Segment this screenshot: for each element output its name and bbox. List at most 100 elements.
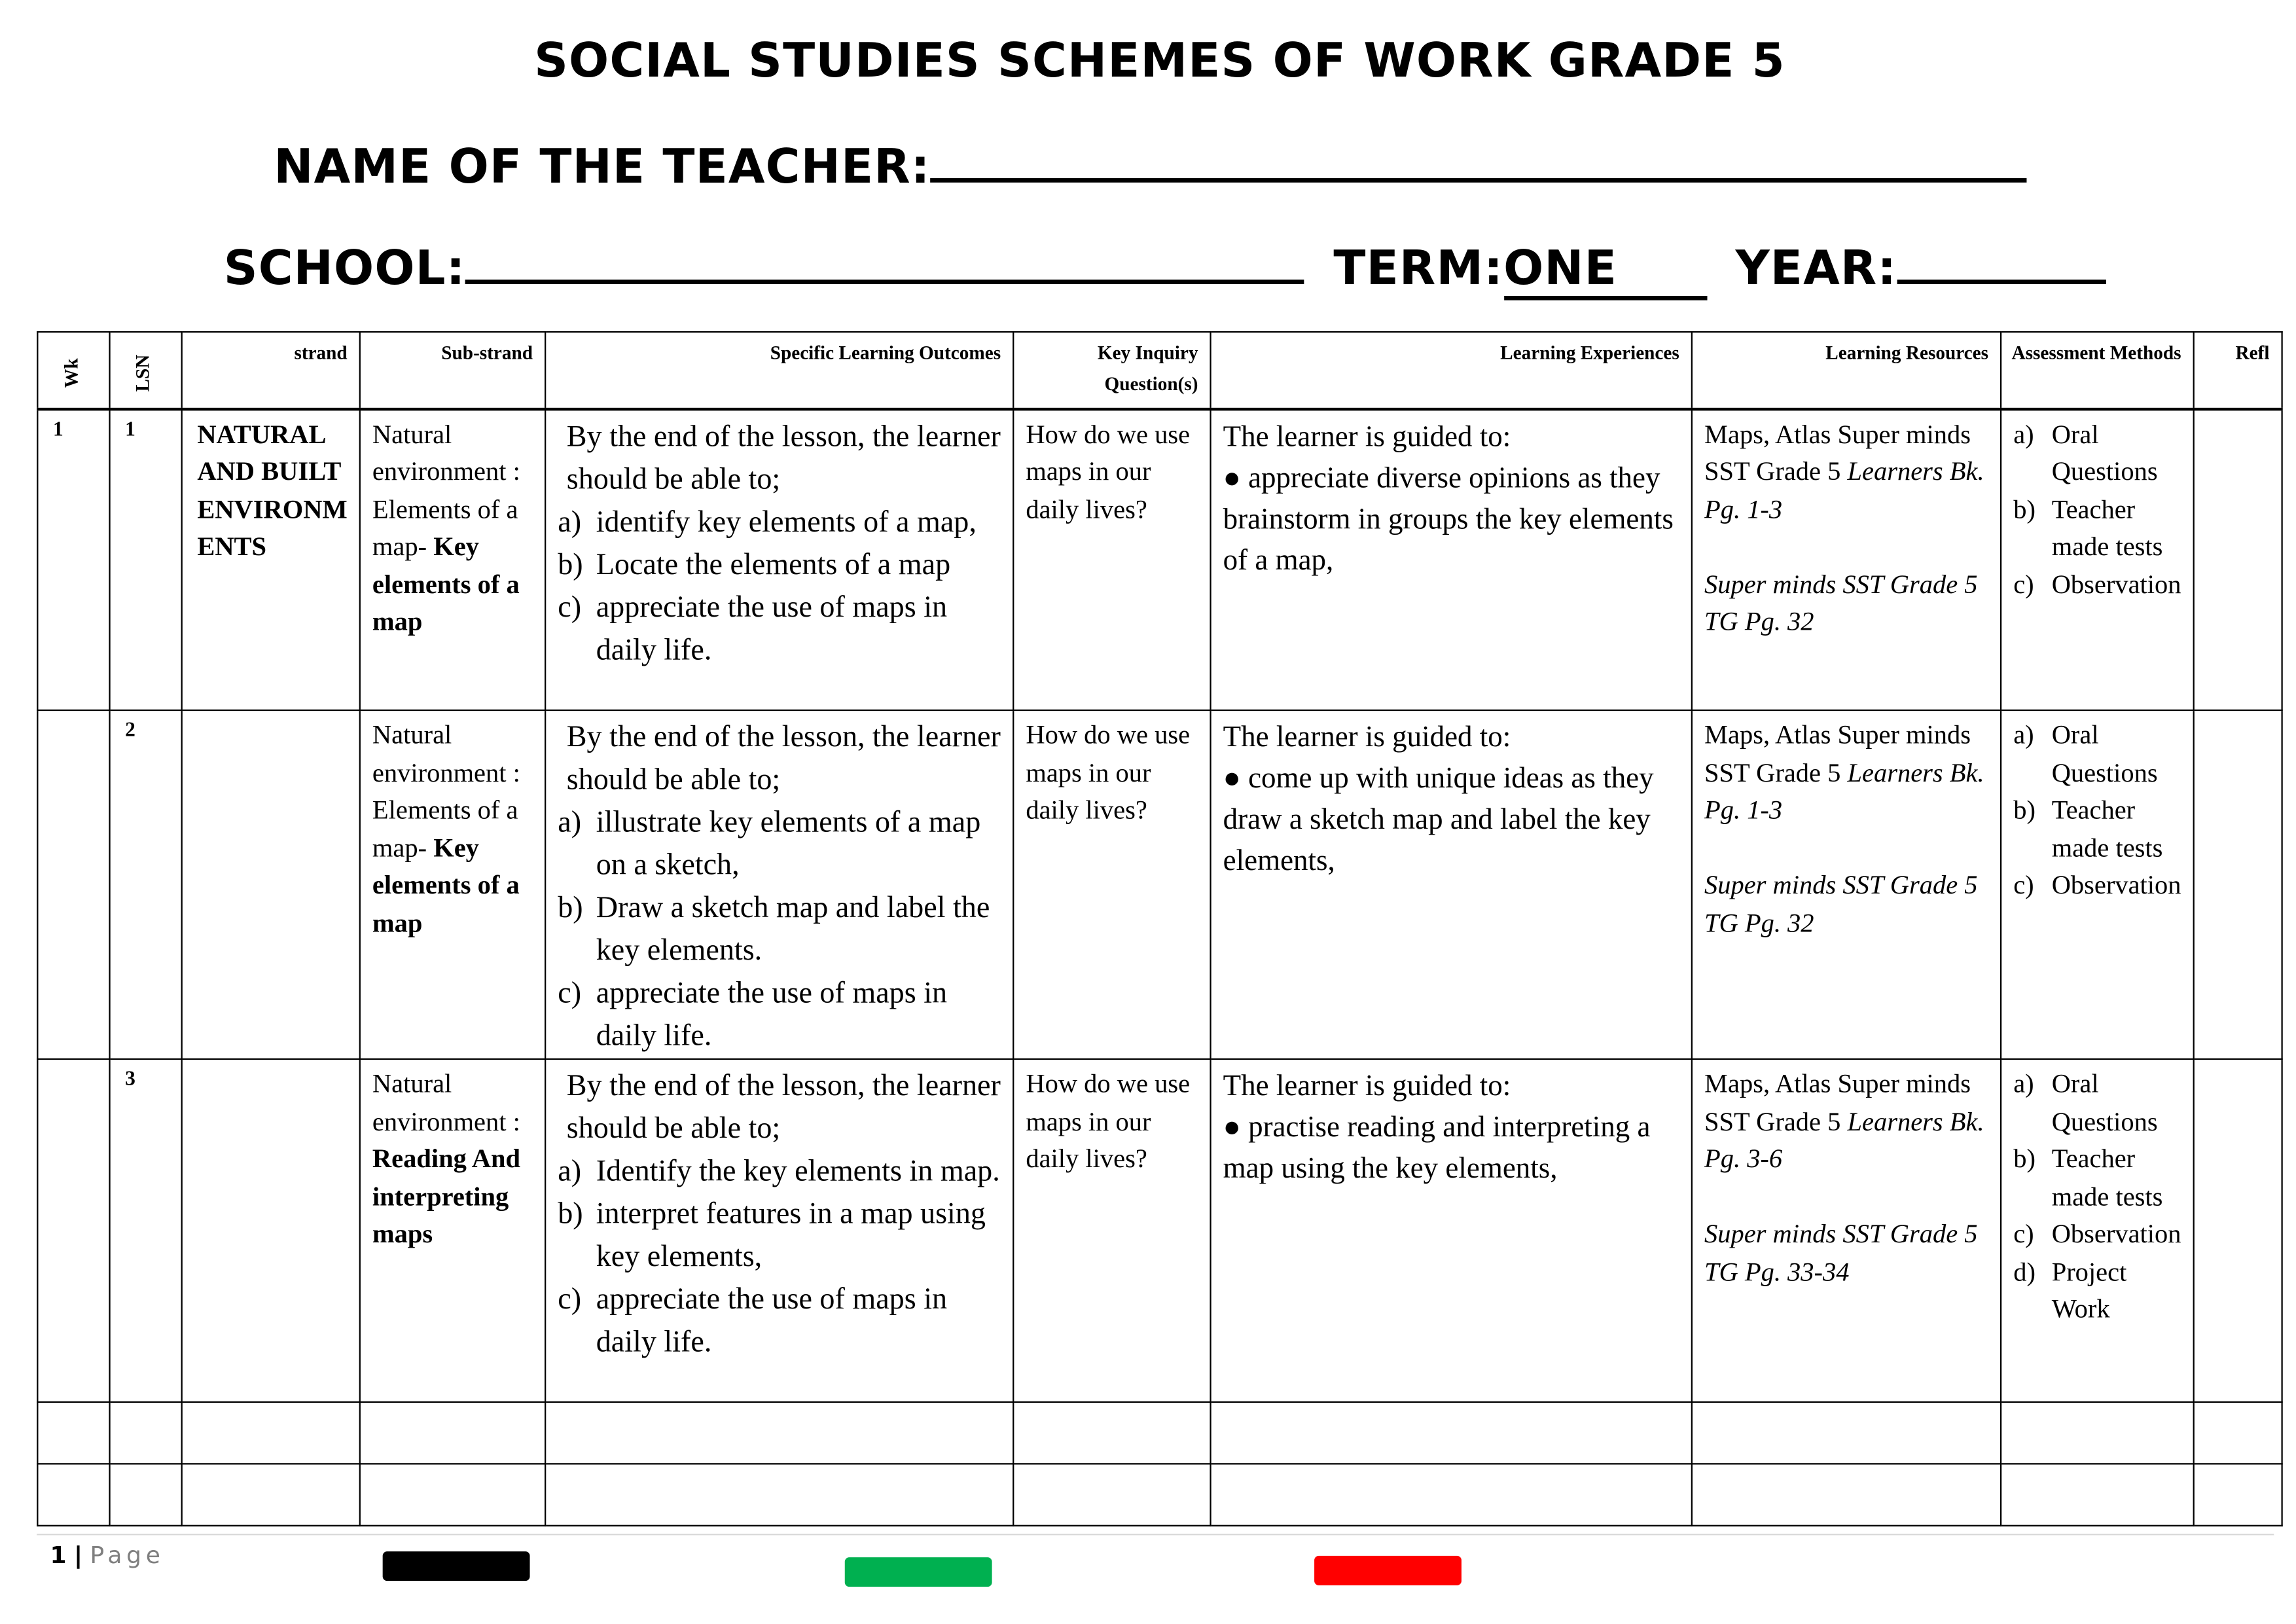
list-item: b) Locate the elements of a map xyxy=(558,548,951,581)
cell-outcomes: By the end of the lesson, the learner sh… xyxy=(545,709,1014,1060)
empty-cell[interactable] xyxy=(37,1401,111,1465)
school-label: SCHOOL: xyxy=(223,240,466,296)
cell-lsn: 3 xyxy=(109,1058,183,1403)
table-row: 3 Natural environment : Reading And inte… xyxy=(37,1058,2283,1403)
list-item: a) illustrate key elements of a map on a … xyxy=(558,806,981,882)
year-label: YEAR: xyxy=(1735,240,1897,296)
empty-cell[interactable] xyxy=(1013,1401,1211,1465)
col-sub-strand: Sub-strand xyxy=(359,331,547,410)
cell-assessment: a) Oral Questions b) Teacher made tests c) Ob… xyxy=(2000,709,2195,1060)
empty-cell[interactable] xyxy=(1013,1463,1211,1526)
col-wk: Wk xyxy=(37,331,111,410)
cell-resources: Maps, Atlas Super minds SST Grade 5 Lear… xyxy=(1691,709,2002,1060)
color-swatch-red xyxy=(1314,1555,1462,1585)
empty-cell[interactable] xyxy=(1210,1463,1693,1526)
empty-cell[interactable] xyxy=(109,1401,183,1465)
scheme-table: Wk LSN strand Sub-strand Specific Learni… xyxy=(37,331,2283,1526)
page-number: 1 | Page xyxy=(50,1541,165,1570)
cell-reflection[interactable] xyxy=(2193,1058,2283,1403)
cell-lsn: 2 xyxy=(109,709,183,1060)
cell-sub-strand: Natural environment : Reading And interp… xyxy=(359,1058,547,1403)
cell-experiences: The learner is guided to: ● come up with … xyxy=(1210,709,1693,1060)
col-resources: Learning Resources xyxy=(1691,331,2002,410)
empty-cell[interactable] xyxy=(109,1463,183,1526)
list-item: a) identify key elements of a map, xyxy=(558,505,977,538)
school-blank[interactable] xyxy=(465,236,1305,284)
list-item: c) appreciate the use of maps in daily li… xyxy=(558,590,948,666)
col-lsn: LSN xyxy=(109,331,183,410)
list-item: b) interpret features in a map using key … xyxy=(558,1198,986,1274)
cell-inquiry: How do we use maps in our daily lives? xyxy=(1013,709,1211,1060)
list-item: c) appreciate the use of maps in daily li… xyxy=(558,1283,948,1359)
col-experiences: Learning Experiences xyxy=(1210,331,1693,410)
teacher-name-line: NAME OF THE TEACHER: xyxy=(274,134,2027,194)
empty-row xyxy=(37,1401,2283,1465)
col-reflection: Refl xyxy=(2193,331,2283,410)
empty-cell[interactable] xyxy=(2193,1401,2283,1465)
list-item: c) appreciate the use of maps in daily li… xyxy=(558,977,948,1053)
cell-sub-strand: Natural environment : Elements of a map-… xyxy=(359,709,547,1060)
list-item: a) Oral Questions xyxy=(2013,418,2158,486)
cell-reflection[interactable] xyxy=(2193,407,2283,712)
list-item: b) Draw a sketch map and label the key el… xyxy=(558,892,990,967)
header-row: Wk LSN strand Sub-strand Specific Learni… xyxy=(37,331,2283,410)
list-item: c) Observation xyxy=(2013,869,2181,899)
list-item: a) Oral Questions xyxy=(2013,1068,2158,1136)
empty-cell[interactable] xyxy=(545,1463,1014,1526)
school-term-year-line: SCHOOL: TERM:ONE YEAR: xyxy=(224,236,2106,300)
list-item: a) Oral Questions xyxy=(2013,719,2158,787)
empty-cell[interactable] xyxy=(181,1463,361,1526)
cell-assessment: a) Oral Questions b) Teacher made tests c) Ob… xyxy=(2000,1058,2195,1403)
empty-cell[interactable] xyxy=(2193,1463,2283,1526)
cell-wk xyxy=(37,709,111,1060)
cell-strand xyxy=(181,1058,361,1403)
footer-divider xyxy=(37,1534,2274,1536)
empty-row xyxy=(37,1463,2283,1526)
list-item: b) Teacher made tests xyxy=(2013,1144,2163,1211)
list-item: d) Project Work xyxy=(2013,1256,2127,1324)
cell-inquiry: How do we use maps in our daily lives? xyxy=(1013,1058,1211,1403)
empty-cell[interactable] xyxy=(37,1463,111,1526)
cell-resources: Maps, Atlas Super minds SST Grade 5 Lear… xyxy=(1691,1058,2002,1403)
list-item: c) Observation xyxy=(2013,569,2181,599)
cell-reflection[interactable] xyxy=(2193,709,2283,1060)
term-label: TERM: xyxy=(1333,240,1504,296)
col-assessment: Assessment Methods xyxy=(2000,331,2195,410)
list-item: b) Teacher made tests xyxy=(2013,795,2163,862)
empty-cell[interactable] xyxy=(359,1463,547,1526)
table-row: 1 1 NATURAL AND BUILT ENVIRONM ENTS Natu… xyxy=(37,407,2283,712)
teacher-name-blank[interactable] xyxy=(930,134,2027,183)
empty-cell[interactable] xyxy=(545,1401,1014,1465)
empty-cell[interactable] xyxy=(359,1401,547,1465)
col-strand: strand xyxy=(181,331,361,410)
cell-sub-strand: Natural environment : Elements of a map-… xyxy=(359,407,547,712)
list-item: b) Teacher made tests xyxy=(2013,494,2163,561)
teacher-label: NAME OF THE TEACHER: xyxy=(274,138,931,194)
cell-assessment: a) Oral Questions b) Teacher made tests c) Ob… xyxy=(2000,407,2195,712)
cell-resources: Maps, Atlas Super minds SST Grade 5 Lear… xyxy=(1691,407,2002,712)
cell-experiences: The learner is guided to: ● appreciate di… xyxy=(1210,407,1693,712)
list-item: c) Observation xyxy=(2013,1218,2181,1248)
empty-cell[interactable] xyxy=(2000,1401,2195,1465)
empty-cell[interactable] xyxy=(181,1401,361,1465)
year-blank[interactable] xyxy=(1897,236,2106,284)
page-title: SOCIAL STUDIES SCHEMES OF WORK GRADE 5 xyxy=(534,32,1785,88)
cell-outcomes: By the end of the lesson, the learner sh… xyxy=(545,407,1014,712)
color-swatch-black xyxy=(382,1551,530,1581)
col-inquiry: Key Inquiry Question(s) xyxy=(1013,331,1211,410)
empty-cell[interactable] xyxy=(1210,1401,1693,1465)
term-value: ONE xyxy=(1503,240,1707,300)
color-swatch-green xyxy=(844,1557,992,1587)
cell-wk: 1 xyxy=(37,407,111,712)
empty-cell[interactable] xyxy=(1691,1401,2002,1465)
cell-lsn: 1 xyxy=(109,407,183,712)
table-row: 2 Natural environment : Elements of a ma… xyxy=(37,709,2283,1060)
empty-cell[interactable] xyxy=(1691,1463,2002,1526)
cell-inquiry: How do we use maps in our daily lives? xyxy=(1013,407,1211,712)
empty-cell[interactable] xyxy=(2000,1463,2195,1526)
cell-experiences: The learner is guided to: ● practise read… xyxy=(1210,1058,1693,1403)
col-outcomes: Specific Learning Outcomes xyxy=(545,331,1014,410)
list-item: a) Identify the key elements in map. xyxy=(558,1155,1000,1188)
cell-outcomes: By the end of the lesson, the learner sh… xyxy=(545,1058,1014,1403)
